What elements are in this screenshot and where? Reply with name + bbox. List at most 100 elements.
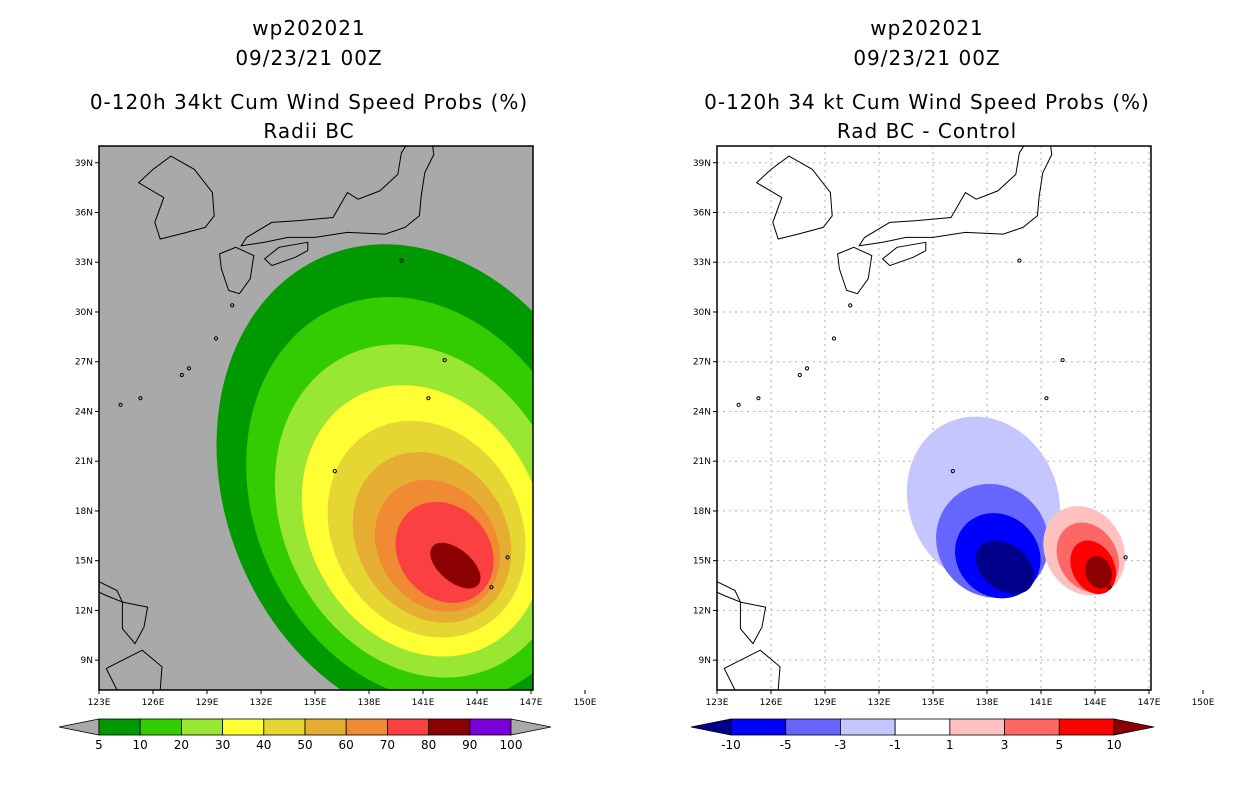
- legend-swatch: [949, 718, 1005, 736]
- island: [332, 469, 337, 474]
- island: [213, 336, 219, 341]
- plot-frame: [98, 145, 534, 691]
- legend-swatch: [139, 718, 182, 736]
- coastline: [723, 649, 781, 690]
- y-tick-label: 15N: [693, 557, 711, 567]
- y-tick-label: 27N: [693, 358, 711, 368]
- storm-id: wp202021: [870, 16, 984, 40]
- x-tick-label: 147E: [1138, 698, 1161, 708]
- left-panel: wp202021 09/23/21 00Z 0-120h 34kt Cum Wi…: [47, 16, 597, 752]
- legend-swatch: [1004, 718, 1060, 736]
- legend-swatch: [428, 718, 471, 736]
- y-tick-label: 9N: [81, 656, 93, 666]
- island: [426, 396, 431, 401]
- y-tick-label: 24N: [693, 407, 711, 417]
- island: [1060, 357, 1065, 363]
- probability-map: 123E 126E 129E 132E 135E 138E 141E 144E 147E 150E…: [47, 145, 597, 752]
- legend-swatch: [730, 718, 787, 736]
- y-tick-label: 36N: [75, 208, 93, 218]
- legend-label: 10: [1106, 738, 1121, 752]
- coastlines: [665, 146, 1128, 690]
- x-tick-label: 132E: [250, 698, 273, 708]
- y-tick-label: 15N: [75, 557, 93, 567]
- legend-label: -10: [721, 738, 741, 752]
- coastline: [105, 649, 163, 690]
- map-background: [717, 146, 1151, 690]
- legend-label: 1: [946, 738, 954, 752]
- x-tick-label: 123E: [706, 698, 729, 708]
- legend-label: 30: [215, 738, 230, 752]
- legend-swatch: [469, 718, 512, 736]
- legend-label: -3: [834, 738, 846, 752]
- x-tick-label: 150E: [574, 698, 597, 708]
- chart-subtitle: Rad BC - Control: [836, 119, 1018, 143]
- island: [505, 555, 510, 560]
- y-tick-label: 18N: [693, 507, 711, 517]
- coastline: [137, 155, 215, 240]
- contour-80: [430, 542, 481, 589]
- x-tick-label: 138E: [358, 698, 381, 708]
- y-tick-label: 12N: [693, 606, 711, 616]
- x-tick-label: 147E: [520, 698, 543, 708]
- legend-label: 80: [421, 738, 436, 752]
- y-tick-label: 21N: [75, 457, 93, 467]
- island: [442, 357, 447, 363]
- coastline: [47, 395, 79, 445]
- island: [399, 258, 404, 263]
- difference-map: 123E 126E 129E 132E 135E 138E 141E 144E 147E 150E…: [665, 145, 1215, 752]
- legend-swatch: [785, 718, 841, 736]
- y-tick-label: 39N: [75, 159, 93, 169]
- coastline: [263, 241, 309, 267]
- x-tick-label: 126E: [760, 698, 783, 708]
- legend-arrow-high: [510, 718, 552, 736]
- coastline: [755, 155, 833, 240]
- y-tick-label: 9N: [699, 656, 711, 666]
- legend-label: 50: [297, 738, 312, 752]
- right-panel: wp202021 09/23/21 00Z 0-120h 34 kt Cum W…: [618, 0, 1236, 800]
- y-tick-label: 33N: [693, 258, 711, 268]
- island: [848, 303, 853, 308]
- legend-swatch: [386, 718, 429, 736]
- coastline: [665, 395, 697, 445]
- x-tick-label: 141E: [412, 698, 435, 708]
- legend-swatch: [345, 718, 388, 736]
- island: [179, 372, 184, 378]
- x-tick-label: 135E: [304, 698, 327, 708]
- island: [804, 366, 810, 371]
- x-tick-label: 150E: [1192, 698, 1215, 708]
- x-tick-label: 123E: [88, 698, 111, 708]
- y-tick-label: 33N: [75, 258, 93, 268]
- x-tick-label: 144E: [466, 698, 489, 708]
- color-legend: 5 10 20 30 40 50 60 70 80 90 100: [58, 718, 552, 752]
- legend-arrow-low: [690, 718, 732, 736]
- y-tick-label: 24N: [75, 407, 93, 417]
- legend-label: 60: [339, 738, 354, 752]
- x-tick-label: 129E: [196, 698, 219, 708]
- coastline: [240, 146, 435, 247]
- legend-swatch: [894, 718, 951, 736]
- chart-title: 0-120h 34 kt Cum Wind Speed Probs (%): [704, 90, 1150, 114]
- legend-swatch: [263, 718, 306, 736]
- coastline: [858, 146, 1053, 247]
- legend-swatch: [222, 718, 265, 736]
- chart-subtitle: Radii BC: [263, 119, 355, 143]
- coastline: [121, 601, 149, 645]
- y-tick-label: 21N: [693, 457, 711, 467]
- island: [1107, 585, 1112, 590]
- island: [186, 366, 192, 371]
- coastlines: [47, 146, 510, 690]
- y-tick-label: 30N: [75, 308, 93, 318]
- legend-label: -1: [889, 738, 901, 752]
- y-tick-label: 27N: [75, 358, 93, 368]
- legend-swatch: [840, 718, 896, 736]
- y-tick-label: 36N: [693, 208, 711, 218]
- legend-label: 3: [1001, 738, 1009, 752]
- island: [489, 585, 494, 590]
- island: [230, 303, 235, 308]
- x-tick-label: 141E: [1030, 698, 1053, 708]
- legend-label: 90: [462, 738, 477, 752]
- island: [950, 469, 955, 474]
- legend-label: 5: [95, 738, 103, 752]
- map-layer: [665, 146, 1151, 690]
- legend-arrow-high: [1113, 718, 1155, 736]
